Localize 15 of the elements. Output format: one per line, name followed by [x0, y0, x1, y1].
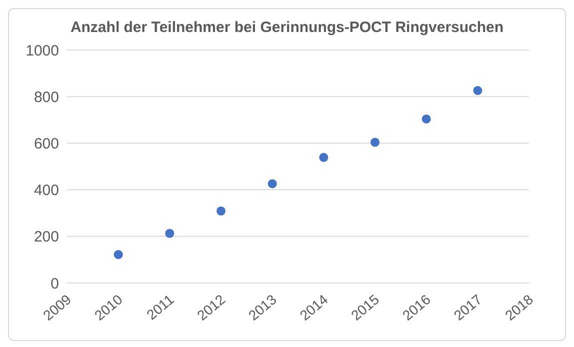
y-tick-label: 200 — [34, 228, 59, 246]
point — [370, 138, 380, 147]
point — [268, 179, 277, 188]
point — [319, 152, 328, 162]
y-tick-label: 800 — [34, 88, 59, 106]
y-tick-label: 1000 — [26, 42, 59, 60]
point — [165, 228, 174, 238]
y-tick-label: 0 — [50, 275, 59, 292]
y-tick-label: 600 — [34, 136, 59, 153]
point — [422, 114, 431, 124]
point — [216, 206, 226, 216]
point — [114, 250, 123, 260]
y-tick-label: 400 — [34, 182, 59, 200]
point — [473, 86, 482, 96]
chart-title: Anzahl der Teilnehmer bei Gerinnungs-POCT Ringversuchen — [69, 19, 505, 36]
